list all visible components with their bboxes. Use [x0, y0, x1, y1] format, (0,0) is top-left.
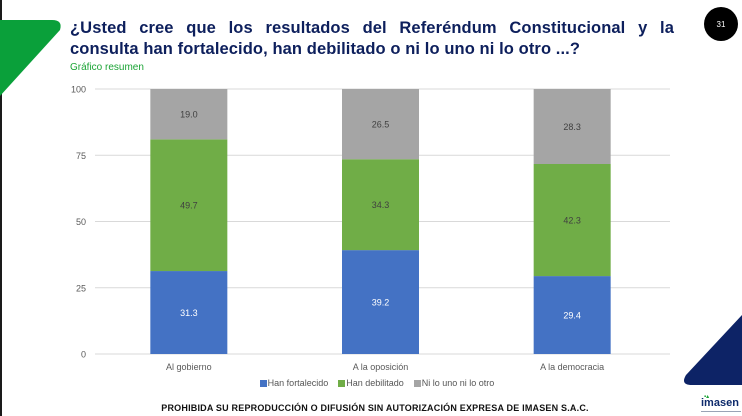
page-number-badge: 31 — [704, 7, 738, 41]
data-label: 39.2 — [372, 298, 390, 308]
bar-segment — [533, 89, 611, 164]
bar-segment — [342, 159, 419, 251]
bar-segment — [150, 139, 228, 272]
bar-segment — [150, 271, 228, 354]
legend-label: Ni lo uno ni lo otro — [421, 378, 495, 388]
legend-swatch — [413, 379, 421, 387]
navy-corner-shape — [684, 315, 742, 385]
x-tick-label: A la oposición — [353, 362, 409, 372]
y-tick-label: 50 — [76, 217, 86, 227]
bar-segment — [150, 89, 228, 140]
legend-item-han-fortalecido: Han fortalecido — [259, 378, 329, 388]
data-label: 31.3 — [180, 308, 198, 318]
legend-item-ni-lo-uno: Ni lo uno ni lo otro — [413, 378, 495, 388]
green-corner-shape — [0, 20, 61, 96]
logo-mark-icon: ▪▴ — [704, 394, 710, 400]
y-tick-label: 100 — [71, 85, 86, 95]
x-tick-label: Al gobierno — [166, 362, 212, 372]
logo-text: imasen — [701, 397, 739, 409]
data-label: 34.3 — [372, 200, 390, 210]
chart-legend: Han fortalecido Han debilitado Ni lo uno… — [0, 378, 742, 388]
data-label: 29.4 — [563, 311, 581, 321]
left-border — [0, 0, 2, 416]
x-tick-label: A la democracia — [540, 362, 604, 372]
chart-subtitle: Gráfico resumen — [70, 62, 144, 73]
legend-swatch — [259, 379, 267, 387]
y-tick-label: 75 — [76, 151, 86, 161]
bar-segment — [342, 250, 419, 354]
bar-segment — [342, 89, 419, 160]
legend-label: Han fortalecido — [267, 378, 329, 388]
legend-label: Han debilitado — [346, 378, 404, 388]
copyright-disclaimer: PROHIBIDA SU REPRODUCCIÓN O DIFUSIÓN SIN… — [161, 403, 589, 413]
data-label: 42.3 — [563, 216, 581, 226]
legend-swatch — [338, 379, 346, 387]
legend-item-han-debilitado: Han debilitado — [338, 378, 404, 388]
y-tick-label: 25 — [76, 283, 86, 293]
imasen-logo: ▪▴ imasen — [700, 393, 742, 416]
data-label: 19.0 — [180, 110, 198, 120]
data-label: 28.3 — [563, 122, 581, 132]
y-tick-label: 0 — [81, 350, 86, 360]
logo-tagline — [701, 411, 741, 412]
bar-segment — [533, 276, 611, 354]
bar-segment — [533, 163, 611, 277]
data-label: 49.7 — [180, 201, 198, 211]
page-title: ¿Usted cree que los resultados del Refer… — [70, 19, 674, 58]
data-label: 26.5 — [372, 120, 390, 130]
